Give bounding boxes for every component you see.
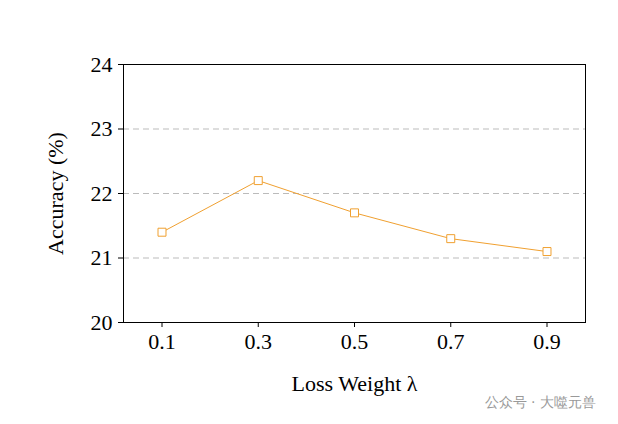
svg-text:0.9: 0.9	[533, 329, 561, 354]
svg-text:Loss Weight λ: Loss Weight λ	[292, 371, 418, 396]
svg-text:0.1: 0.1	[148, 329, 176, 354]
svg-text:0.5: 0.5	[341, 329, 369, 354]
svg-text:23: 23	[91, 116, 113, 141]
svg-text:21: 21	[91, 245, 113, 270]
svg-text:20: 20	[91, 310, 113, 335]
svg-text:0.3: 0.3	[245, 329, 273, 354]
svg-text:24: 24	[91, 52, 113, 77]
svg-text:22: 22	[91, 181, 113, 206]
html-text:公众号 · 大噬元兽: 公众号 · 大噬元兽	[484, 394, 596, 410]
svg-text:0.7: 0.7	[437, 329, 465, 354]
svg-text:Accuracy (%): Accuracy (%)	[43, 132, 68, 255]
